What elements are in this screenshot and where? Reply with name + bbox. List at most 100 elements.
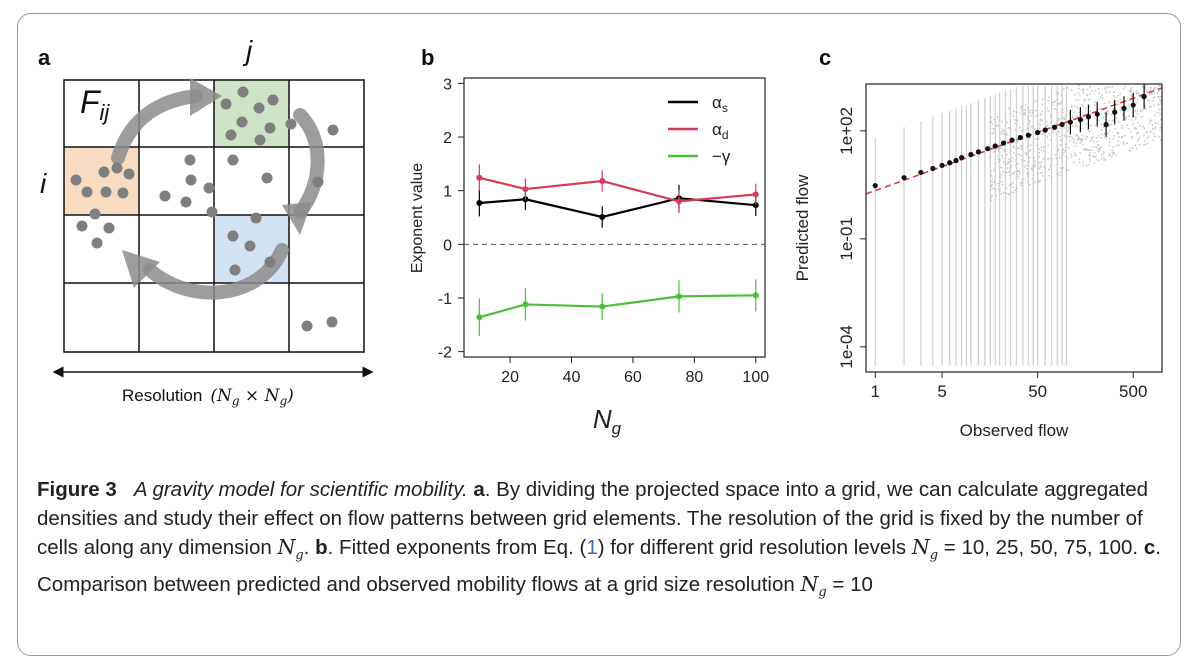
cloud-point	[1187, 48, 1189, 50]
cloud-point	[1028, 150, 1031, 152]
cloud-point	[1180, 93, 1182, 95]
cloud-point	[1172, 61, 1174, 63]
cloud-point	[1025, 138, 1027, 140]
cloud-point	[1031, 125, 1034, 127]
cloud-point	[1012, 115, 1015, 118]
cloud-point	[1187, 54, 1189, 56]
cloud-point	[1101, 97, 1104, 100]
cloud-point	[1157, 89, 1160, 92]
cloud-point	[1065, 93, 1068, 96]
cloud-point	[1060, 101, 1063, 104]
cloud-point	[1091, 146, 1094, 149]
cloud-point	[1189, 112, 1191, 114]
cloud-point	[1103, 102, 1106, 105]
caption-c-math: N	[800, 572, 819, 597]
cloud-point	[1078, 138, 1081, 141]
y-tick-label: 1e-04	[837, 325, 856, 368]
cloud-point	[1196, 95, 1198, 97]
cloud-point	[1142, 125, 1145, 128]
cloud-point	[1077, 87, 1080, 90]
cloud-point	[1194, 67, 1196, 69]
cloud-point	[1143, 140, 1146, 143]
cloud-point	[1135, 81, 1137, 83]
cloud-point	[1172, 106, 1174, 108]
cloud-point	[1017, 175, 1020, 178]
cloud-point	[1009, 128, 1011, 131]
binned-mean-point	[918, 169, 924, 176]
cloud-point	[1163, 90, 1165, 92]
cloud-point	[1088, 99, 1091, 101]
cloud-point	[1095, 146, 1098, 149]
cloud-point	[1061, 111, 1064, 114]
cloud-point	[1194, 86, 1196, 88]
cloud-point	[1127, 104, 1130, 107]
cloud-point	[1100, 158, 1103, 161]
cloud-point	[1043, 146, 1045, 149]
cloud-point	[1036, 173, 1039, 176]
cloud-point	[1083, 88, 1085, 90]
grid-dot	[159, 190, 171, 202]
cloud-point	[1044, 179, 1046, 182]
cloud-point	[1177, 82, 1179, 84]
cloud-point	[1120, 73, 1122, 75]
cloud-point	[1189, 51, 1191, 53]
cloud-point	[1157, 78, 1159, 80]
cloud-point	[1004, 134, 1007, 137]
cloud-point	[1152, 96, 1155, 99]
cloud-point	[1145, 62, 1147, 64]
cloud-point	[1144, 143, 1147, 146]
cloud-point	[1131, 136, 1134, 139]
cloud-point	[1141, 86, 1144, 88]
cloud-point	[1058, 132, 1061, 134]
cloud-point	[1182, 81, 1184, 83]
cloud-point	[1189, 95, 1191, 97]
cloud-point	[1127, 109, 1130, 112]
cloud-point	[1136, 109, 1139, 112]
cloud-point	[991, 183, 993, 186]
cloud-point	[1025, 164, 1028, 167]
cloud-point	[1195, 119, 1197, 121]
cloud-point	[997, 182, 1000, 185]
cloud-point	[1008, 170, 1010, 173]
cloud-point	[1159, 84, 1161, 87]
cloud-point	[1180, 83, 1182, 85]
cloud-point	[1149, 81, 1151, 83]
cloud-point	[1113, 94, 1115, 97]
cloud-point	[1005, 121, 1008, 124]
cloud-point	[1103, 112, 1106, 115]
cloud-point	[1192, 84, 1194, 86]
cloud-point	[1190, 51, 1192, 53]
cloud-point	[1005, 131, 1008, 134]
cloud-point	[1026, 128, 1028, 130]
equation-ref-link[interactable]: 1	[586, 536, 598, 559]
cloud-point	[1121, 72, 1123, 74]
cloud-point	[1085, 107, 1087, 110]
cloud-point	[1164, 75, 1166, 77]
cloud-point	[1147, 61, 1149, 63]
cloud-point	[1108, 100, 1111, 103]
cloud-point	[1038, 151, 1041, 154]
panel-b-letter: b	[421, 45, 435, 70]
cloud-point	[1177, 102, 1179, 104]
binned-mean-point	[939, 162, 945, 168]
cloud-point	[998, 185, 1001, 188]
cloud-point	[1178, 109, 1180, 111]
cloud-point	[1023, 108, 1026, 111]
cloud-point	[1165, 116, 1167, 118]
cloud-point	[1013, 118, 1016, 121]
cloud-point	[1056, 99, 1059, 101]
cloud-point	[1187, 77, 1189, 79]
cloud-point	[1082, 143, 1085, 146]
cloud-point	[1193, 91, 1195, 93]
caption-b-label: b	[315, 536, 328, 559]
cloud-point	[1089, 92, 1092, 95]
cloud-point	[1054, 153, 1057, 156]
cloud-point	[1175, 76, 1177, 78]
cloud-point	[1009, 113, 1012, 115]
cloud-point	[1161, 61, 1163, 63]
cloud-point	[1181, 50, 1183, 52]
cloud-point	[1194, 48, 1196, 50]
cloud-point	[992, 169, 995, 171]
figure-title: A gravity model for scientific mobility.	[133, 478, 468, 501]
cloud-point	[1134, 67, 1136, 69]
